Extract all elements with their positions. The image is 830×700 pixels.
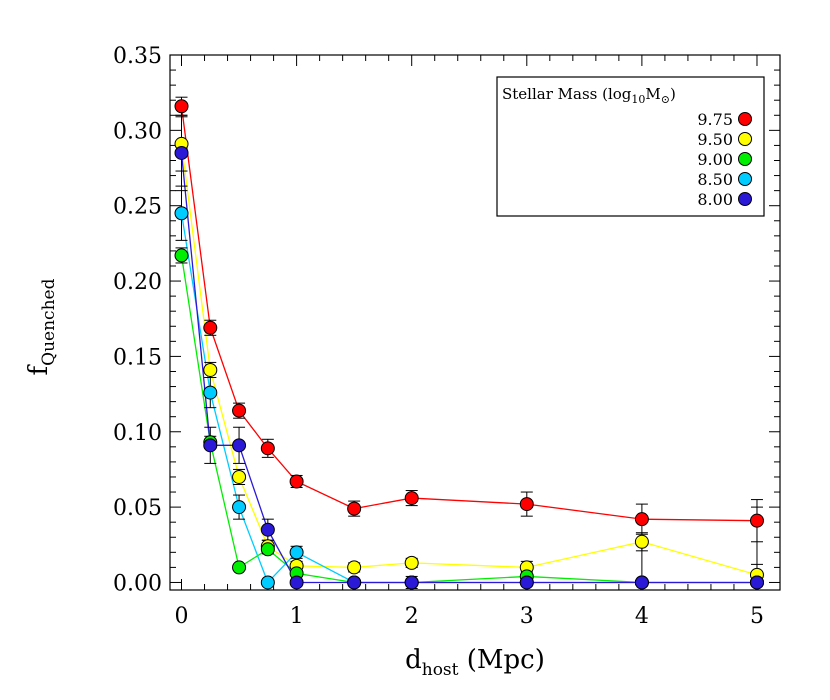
series-line-8.00 xyxy=(180,152,757,584)
y-tick-label: 0.25 xyxy=(113,195,162,220)
legend-label-9.50: 9.50 xyxy=(697,130,733,149)
series-line-9.00 xyxy=(180,255,757,584)
series-line-9.50 xyxy=(180,143,758,576)
data-point-8.00 xyxy=(260,522,275,537)
data-point-9.75 xyxy=(634,512,649,527)
data-point-8.00 xyxy=(347,575,362,590)
data-point-8.00 xyxy=(289,575,304,590)
plot-border xyxy=(169,54,781,591)
data-markers xyxy=(174,99,764,590)
x-tick-label: 5 xyxy=(750,604,764,629)
legend-label-8.50: 8.50 xyxy=(697,170,733,189)
data-point-8.00 xyxy=(404,575,419,590)
y-tick-label: 0.20 xyxy=(113,270,162,295)
plot-frame xyxy=(169,54,781,591)
y-axis-label: fQuenched xyxy=(24,278,59,375)
data-point-9.00 xyxy=(260,542,275,557)
x-tick-label: 2 xyxy=(405,604,419,629)
x-tick-label: 4 xyxy=(635,604,649,629)
data-point-8.50 xyxy=(289,545,304,560)
data-point-9.50 xyxy=(232,469,247,484)
data-point-8.50 xyxy=(232,500,247,515)
data-point-8.00 xyxy=(203,438,218,453)
data-point-8.50 xyxy=(203,385,218,400)
legend-label-8.00: 8.00 xyxy=(697,190,733,209)
data-point-9.75 xyxy=(749,513,764,528)
legend-title: Stellar Mass (log10M⊙) xyxy=(502,85,676,106)
y-tick-label: 0.35 xyxy=(113,44,162,69)
data-point-9.50 xyxy=(203,362,218,377)
data-point-8.50 xyxy=(260,575,275,590)
y-tick-label: 0.00 xyxy=(113,571,162,596)
x-tick-label: 3 xyxy=(520,604,534,629)
data-point-9.75 xyxy=(519,497,534,512)
legend: Stellar Mass (log10M⊙) 9.759.509.008.508… xyxy=(496,76,765,217)
series-lines xyxy=(180,106,758,584)
data-point-9.75 xyxy=(347,501,362,516)
x-axis: 0 1 2 3 4 5 xyxy=(175,55,764,629)
y-tick-label: 0.05 xyxy=(113,496,162,521)
y-tick-label: 0.10 xyxy=(113,421,162,446)
data-point-9.50 xyxy=(404,555,419,570)
legend-box xyxy=(496,76,765,217)
data-point-9.75 xyxy=(203,320,218,335)
legend-marker-9.00 xyxy=(738,152,752,166)
data-point-9.50 xyxy=(347,560,362,575)
data-point-8.00 xyxy=(174,145,189,160)
x-tick-label: 1 xyxy=(290,604,304,629)
data-point-9.50 xyxy=(634,534,649,549)
legend-marker-9.75 xyxy=(738,112,752,126)
series-line-9.75 xyxy=(180,106,757,522)
legend-marker-9.50 xyxy=(738,132,752,146)
data-point-9.75 xyxy=(260,441,275,456)
data-point-8.00 xyxy=(232,438,247,453)
data-point-9.00 xyxy=(232,560,247,575)
x-axis-label: dhost (Mpc) xyxy=(405,645,545,680)
x-tick-label: 0 xyxy=(175,604,189,629)
data-point-8.00 xyxy=(519,575,534,590)
data-point-9.75 xyxy=(174,99,189,114)
legend-marker-8.50 xyxy=(738,172,752,186)
y-axis: 0.00 0.05 0.10 0.15 0.20 0.25 0.30 0.35 xyxy=(113,44,780,596)
data-point-8.00 xyxy=(634,575,649,590)
legend-label-9.75: 9.75 xyxy=(697,110,733,129)
y-tick-label: 0.15 xyxy=(113,345,162,370)
data-point-9.75 xyxy=(289,474,304,489)
data-point-9.75 xyxy=(232,403,247,418)
data-point-8.00 xyxy=(749,575,764,590)
data-point-9.75 xyxy=(404,491,419,506)
data-point-9.00 xyxy=(174,248,189,263)
legend-marker-8.00 xyxy=(738,192,752,206)
data-point-8.50 xyxy=(174,206,189,221)
y-tick-label: 0.30 xyxy=(113,119,162,144)
legend-label-9.00: 9.00 xyxy=(697,150,733,169)
